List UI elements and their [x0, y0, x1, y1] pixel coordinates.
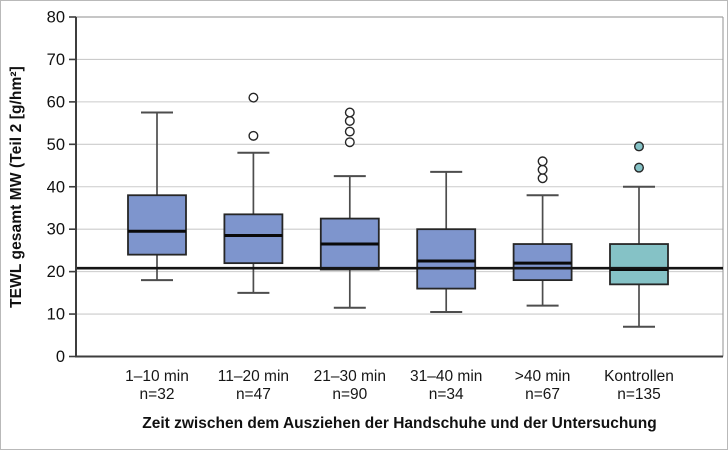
- y-tick-label: 0: [56, 348, 65, 366]
- y-tick-label: 70: [47, 51, 65, 69]
- outlier-point: [248, 130, 259, 141]
- y-tick-label: 10: [47, 306, 65, 324]
- category-n-label: n=47: [236, 386, 271, 403]
- outlier-point: [344, 107, 355, 118]
- category-label: >40 min: [515, 368, 571, 385]
- y-axis-title: TEWL gesamt MW (Teil 2 [g/hm²]: [8, 66, 25, 308]
- category-n-label: n=32: [140, 386, 175, 403]
- category-n-label: n=135: [617, 386, 661, 403]
- y-tick-label: 20: [47, 263, 65, 281]
- outlier-point: [344, 137, 355, 148]
- outlier-point: [537, 173, 548, 184]
- category-label: Kontrollen: [604, 368, 674, 385]
- category-label: 31–40 min: [410, 368, 482, 385]
- outlier-point: [344, 115, 355, 126]
- y-tick-label: 50: [47, 136, 65, 154]
- outlier-point: [537, 164, 548, 175]
- outlier-point: [634, 162, 645, 173]
- iqr-box: [127, 194, 187, 256]
- category-label: 11–20 min: [218, 368, 289, 385]
- category-n-label: n=34: [429, 386, 464, 403]
- y-tick-label: 60: [47, 93, 65, 111]
- y-tick-label: 80: [47, 9, 65, 27]
- category-n-label: n=90: [332, 386, 367, 403]
- y-tick-label: 40: [47, 178, 65, 196]
- iqr-box: [223, 213, 284, 265]
- y-tick-label: 30: [47, 221, 65, 239]
- x-axis-title: Zeit zwischen dem Ausziehen der Handschu…: [142, 415, 657, 432]
- outlier-point: [248, 92, 259, 103]
- iqr-box: [609, 243, 669, 286]
- category-label: 1–10 min: [125, 368, 189, 385]
- outlier-point: [344, 126, 355, 137]
- iqr-box: [416, 228, 477, 290]
- outlier-point: [634, 141, 645, 152]
- category-label: 21–30 min: [314, 368, 386, 385]
- outlier-point: [537, 156, 548, 167]
- category-n-label: n=67: [525, 386, 560, 403]
